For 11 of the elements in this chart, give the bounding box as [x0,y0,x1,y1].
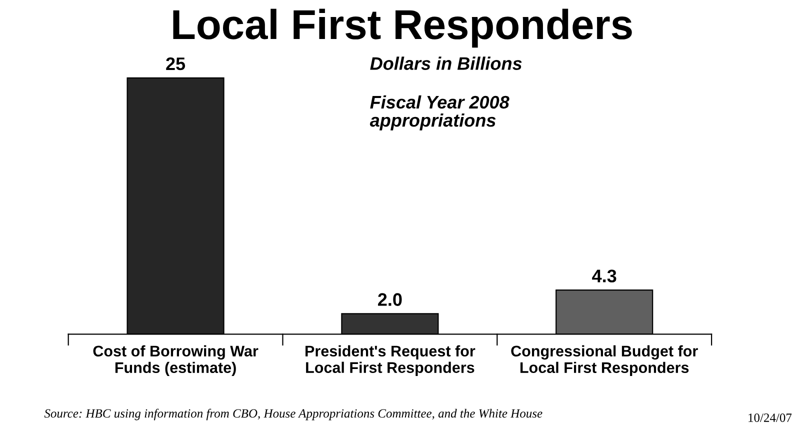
text: 10/24/07 [748,414,792,422]
data-label: 4.3 [592,270,616,282]
source-note: Source: HBC using information from CBO, House Appropriations Committee, and the White House [44,408,542,420]
data-label: 2.0 [378,293,402,306]
x-tick-label: President's Request for Local First Responders [306,345,476,376]
text: Dollars in Billions [370,56,522,70]
chart-title: Local First Responders [173,8,632,48]
x-tick-label: Cost of Borrowing War Funds (estimate) [93,345,258,376]
annotation: Fiscal Year 2008 appropriations [370,95,510,130]
x-tick-label: Congressional Budget for Local First Responders [511,345,698,376]
data-label: 25 [166,57,186,70]
